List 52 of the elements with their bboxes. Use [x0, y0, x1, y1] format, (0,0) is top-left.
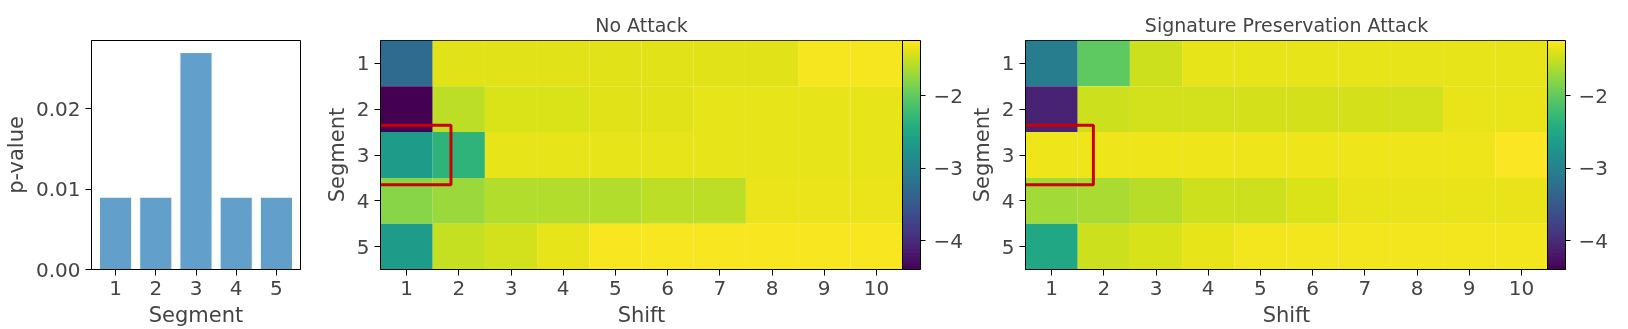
y-tick-label: 0.01: [35, 177, 81, 202]
y-tick-label: 2: [356, 97, 370, 122]
x-tick-label: 4: [1201, 275, 1215, 300]
x-tick-label: 7: [1358, 275, 1372, 300]
x-tick-label: 5: [270, 275, 283, 300]
x-tick-label: 9: [817, 275, 831, 300]
y-tick-label: 3: [356, 143, 370, 167]
x-tick-label: 1: [1045, 275, 1058, 300]
color-bar-label: −4: [1578, 228, 1608, 253]
color-bar-label: −3: [933, 156, 963, 181]
y-tick-label: 1: [1001, 51, 1015, 76]
x-tick-label: 2: [149, 275, 163, 300]
y-tick-label: 5: [1001, 234, 1015, 259]
x-tick-label: 5: [1254, 275, 1267, 300]
y-axis-title: p-value: [3, 116, 28, 194]
x-tick-label: 3: [1149, 275, 1163, 300]
y-tick-label: 5: [356, 234, 370, 259]
x-axis-title: Shift: [1262, 302, 1311, 327]
y-tick-label: 2: [1001, 97, 1015, 122]
x-tick-label: 9: [1462, 275, 1476, 300]
color-bar-label: −3: [1578, 156, 1608, 181]
x-tick-label: 6: [661, 275, 674, 300]
y-tick-label: 4: [356, 188, 370, 213]
x-axis-title: Segment: [148, 302, 244, 327]
x-tick-label: 4: [556, 275, 570, 300]
x-tick-label: 10: [1508, 275, 1535, 300]
x-tick-label: 8: [765, 275, 779, 300]
x-tick-label: 3: [504, 275, 518, 300]
y-tick-label: 3: [1001, 143, 1015, 167]
y-axis-title: Segment: [969, 107, 994, 203]
x-tick-label: 1: [109, 275, 122, 300]
x-tick-label: 2: [1097, 275, 1111, 300]
x-tick-label: 6: [1306, 275, 1319, 300]
x-tick-label: 10: [863, 275, 890, 300]
color-bar-label: −2: [933, 83, 963, 108]
y-tick-label: 0.02: [35, 96, 81, 121]
x-tick-label: 7: [713, 275, 727, 300]
color-bar-label: −4: [933, 228, 963, 253]
y-tick-label: 1: [356, 51, 370, 76]
x-tick-label: 1: [400, 275, 413, 300]
x-tick-label: 3: [189, 275, 203, 300]
x-tick-label: 4: [229, 275, 243, 300]
x-tick-label: 8: [1410, 275, 1424, 300]
y-axis-title: Segment: [324, 107, 349, 203]
chart-title: No Attack: [595, 13, 688, 36]
chart-title: Signature Preservation Attack: [1144, 13, 1429, 36]
y-tick-label: 4: [1001, 188, 1015, 213]
color-bar-label: −2: [1578, 83, 1608, 108]
x-tick-label: 5: [609, 275, 622, 300]
y-tick-label: 0.00: [35, 257, 81, 282]
x-axis-title: Shift: [617, 302, 666, 327]
x-tick-label: 2: [452, 275, 466, 300]
